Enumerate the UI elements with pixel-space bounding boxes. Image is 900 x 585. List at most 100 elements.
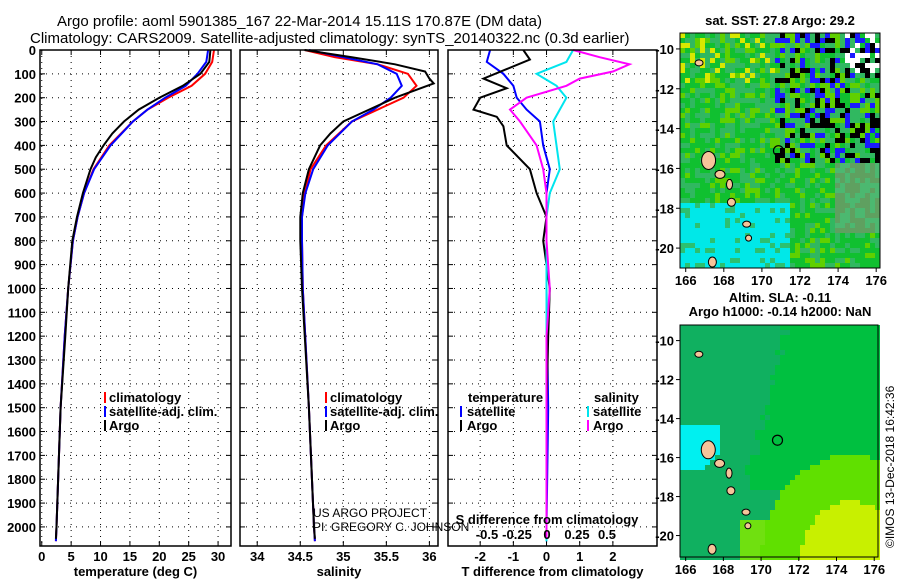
map-cell [865,93,870,98]
map-cell [840,48,845,53]
map-cell [720,58,725,63]
map-cell [800,425,805,430]
map-cell [815,340,820,345]
map-cell [730,335,735,340]
map-cell [820,475,825,480]
map-cell [705,218,710,223]
map-cell [790,465,795,470]
map-cell [690,545,695,550]
map-cell [765,178,770,183]
map-cell [810,193,815,198]
map-cell [715,148,720,153]
map-cell [720,465,725,470]
map-cell [760,78,765,83]
map-cell [730,238,735,243]
map-cell [770,425,775,430]
map-cell [820,53,825,58]
map-cell [840,138,845,143]
map-cell [840,355,845,360]
map-cell [705,460,710,465]
map-cell [820,188,825,193]
map-cell [770,490,775,495]
map-cell [830,485,835,490]
map-cell [860,178,865,183]
map-cell [795,33,800,38]
map-cell [815,375,820,380]
map-cell [680,410,685,415]
island-shape [745,234,753,242]
map-cell [725,525,730,530]
map-cell [680,335,685,340]
map-cell [845,440,850,445]
map-cell [730,188,735,193]
map-cell [695,38,700,43]
map-cell [715,193,720,198]
y-tick-label: 1900 [7,496,36,511]
map-cell [745,193,750,198]
map-cell [840,258,845,263]
map-cell [805,380,810,385]
map-cell [845,133,850,138]
map-cell [810,505,815,510]
map-cell [720,233,725,238]
map-cell [850,420,855,425]
map-cell [875,233,880,238]
map-cell [755,193,760,198]
map-cell [720,395,725,400]
map-cell [860,113,865,118]
map-cell [750,83,755,88]
map-cell [765,188,770,193]
map-cell [685,233,690,238]
map-cell [705,340,710,345]
map-cell [750,430,755,435]
map-cell [770,420,775,425]
map-cell [735,420,740,425]
map-cell [810,545,815,550]
map-cell [820,520,825,525]
map-cell [840,218,845,223]
map-cell [755,173,760,178]
map-cell [810,435,815,440]
map-cell [720,360,725,365]
map-cell [740,430,745,435]
map-cell [755,550,760,555]
map-cell [705,360,710,365]
island-shape [694,350,704,358]
map-x-tick-label: 176 [865,273,887,288]
map-cell [875,38,880,43]
map-cell [750,550,755,555]
map-cell [825,340,830,345]
map-cell [805,138,810,143]
map-cell [745,153,750,158]
map-cell [815,253,820,258]
map-cell [750,133,755,138]
map-cell [720,420,725,425]
map-cell [735,178,740,183]
map-cell [845,485,850,490]
map-cell [700,405,705,410]
map-cell [710,400,715,405]
map-cell [745,258,750,263]
map-cell [745,515,750,520]
map-cell [745,400,750,405]
map-cell [820,43,825,48]
map-cell [705,325,710,330]
map-cell [685,525,690,530]
map-cell [700,550,705,555]
map-cell [765,510,770,515]
map-cell [830,148,835,153]
map-cell [865,440,870,445]
map-cell [870,213,875,218]
map-cell [760,193,765,198]
map-cell [760,390,765,395]
map-cell [705,535,710,540]
map-cell [730,475,735,480]
map-cell [725,415,730,420]
map-cell [855,88,860,93]
map-cell [795,123,800,128]
map-cell [810,515,815,520]
map-cell [855,248,860,253]
map-x-tick-label: 166 [675,562,697,577]
map-cell [710,143,715,148]
map-cell [700,515,705,520]
